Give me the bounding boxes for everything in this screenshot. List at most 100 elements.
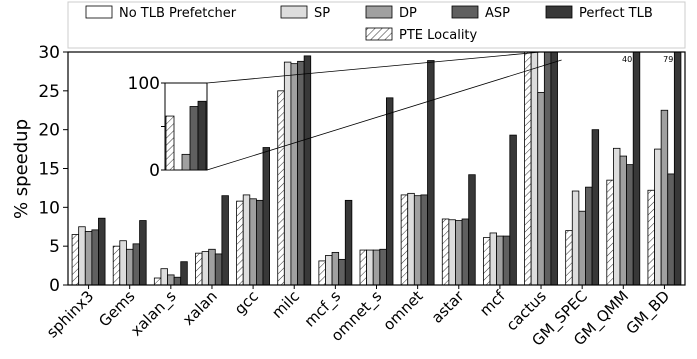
y-tick-label-15: 15 <box>38 160 60 180</box>
y-tick-label-10: 10 <box>38 198 60 218</box>
bar-xalan-s-dp <box>167 274 175 286</box>
bar-xalan-pte-locality <box>195 252 203 286</box>
bar-xalan-s-asp <box>173 276 182 286</box>
bar-sphinx3-perfect-tlb <box>98 217 106 286</box>
legend-swatch-no-tlb-prefetcher <box>85 5 113 19</box>
y-tick-label-20: 20 <box>38 121 60 141</box>
bar-gm-spec-asp <box>585 186 593 286</box>
legend-swatch-pte-locality <box>365 27 393 41</box>
bar-gems-sp <box>119 240 127 286</box>
legend-label-asp: ASP <box>485 6 510 21</box>
legend-label-pte-locality: PTE Locality <box>399 28 478 43</box>
legend-swatch-dp <box>365 5 393 19</box>
bar-cactus-sp <box>530 51 539 286</box>
x-tick-label-astar: astar <box>428 287 468 327</box>
bar-gems-dp <box>126 248 134 286</box>
bar-gm-spec-perfect-tlb <box>591 129 600 286</box>
bar-gm-qmm-pte-locality <box>606 179 614 286</box>
bar-gm-qmm-asp <box>626 164 634 286</box>
inset-y-tick-label-100: 100 <box>128 74 160 94</box>
bar-mcf-s-perfect-tlb <box>344 199 353 286</box>
bar-gems-pte-locality <box>112 245 121 286</box>
bars-layer <box>71 51 682 286</box>
bar-xalan-s-pte-locality <box>153 277 162 286</box>
bar-milc-dp <box>290 63 298 286</box>
bar-omnet-s-dp <box>372 249 381 286</box>
legend-label-dp: DP <box>399 6 417 21</box>
inset-bar-dp <box>181 153 191 171</box>
bar-gm-qmm-perfect-tlb <box>632 51 641 286</box>
bar-mcf-s-asp <box>338 258 346 286</box>
bar-gm-qmm-dp <box>619 155 627 286</box>
legend-swatch-sp <box>280 5 308 19</box>
bar-milc-sp <box>283 61 292 286</box>
bar-mcf-perfect-tlb <box>509 134 517 286</box>
bar-gm-bd-asp <box>667 173 675 286</box>
bar-cactus-dp <box>537 91 545 286</box>
bar-sphinx3-dp <box>84 231 93 286</box>
bar-omnet-dp <box>413 195 422 286</box>
bar-milc-pte-locality <box>277 90 285 286</box>
bar-omnet-s-asp <box>379 248 387 286</box>
legend-swatch-perfect-tlb <box>545 5 573 19</box>
bar-omnet-s-pte-locality <box>359 249 367 286</box>
bar-astar-pte-locality <box>441 218 450 286</box>
bar-mcf-s-dp <box>331 251 340 286</box>
y-axis-title: % speedup <box>11 119 32 219</box>
bar-omnet-sp <box>407 192 415 286</box>
bar-gm-bd-sp <box>654 148 662 286</box>
bar-xalan-sp <box>201 251 210 286</box>
bar-mcf-s-sp <box>325 255 333 286</box>
y-tick-label-5: 5 <box>49 237 60 257</box>
inset-bar-perfect-tlb <box>197 100 207 171</box>
y-tick-label-30: 30 <box>38 43 60 63</box>
x-tick-label-omnet: omnet <box>380 287 427 334</box>
bar-gems-asp <box>132 243 140 286</box>
bar-omnet-s-sp <box>366 249 374 286</box>
x-tick-label-gcc: gcc <box>231 287 262 318</box>
x-tick-label-mcf: mcf <box>476 287 509 320</box>
bar-gm-bd-pte-locality <box>647 189 655 286</box>
bar-mcf-sp <box>489 232 497 286</box>
bar-gems-perfect-tlb <box>139 220 147 286</box>
legend-swatch-asp <box>451 5 479 19</box>
inset-connector-top <box>206 51 542 84</box>
legend-label-perfect-tlb: Perfect TLB <box>579 6 653 21</box>
annotation-gm-bd: 79 <box>663 55 673 64</box>
bar-omnet-pte-locality <box>400 194 409 286</box>
bar-astar-sp <box>448 219 456 286</box>
bar-mcf-dp <box>496 235 504 286</box>
bar-omnet-asp <box>420 194 428 286</box>
bar-xalan-dp <box>208 248 216 286</box>
inset-bar-asp <box>189 106 199 171</box>
bar-gm-qmm-sp <box>613 147 621 286</box>
bar-cactus-perfect-tlb <box>550 51 558 286</box>
bar-gm-spec-pte-locality <box>565 230 573 286</box>
legend: No TLB Prefetcher SP DP ASP Perfect TLB PTE L… <box>67 1 686 49</box>
bar-xalan-perfect-tlb <box>221 195 229 286</box>
bar-astar-perfect-tlb <box>468 174 476 286</box>
bar-mcf-asp <box>502 235 511 286</box>
bar-omnet-s-perfect-tlb <box>385 97 394 286</box>
bar-gcc-pte-locality <box>236 200 244 286</box>
bar-sphinx3-pte-locality <box>71 234 80 286</box>
x-tick-label-xalan: xalan <box>179 287 221 329</box>
bar-sphinx3-sp <box>78 226 86 286</box>
bar-milc-asp <box>297 60 305 286</box>
x-tick-label-xalan-s: xalan_s <box>127 287 180 340</box>
bar-xalan-asp <box>214 253 223 286</box>
inset-bar-pte-locality <box>165 115 175 171</box>
bar-mcf-pte-locality <box>482 237 491 286</box>
y-tick-label-0: 0 <box>49 276 60 296</box>
y-tick-label-25: 25 <box>38 82 60 102</box>
bar-gm-spec-sp <box>571 190 580 286</box>
bar-milc-perfect-tlb <box>303 55 312 286</box>
bar-gcc-perfect-tlb <box>262 147 270 286</box>
bar-gcc-sp <box>242 194 251 286</box>
bar-astar-asp <box>461 218 470 286</box>
annotation-gm-qmm: 40 <box>622 55 632 64</box>
x-tick-label-milc: milc <box>268 287 303 322</box>
legend-label-no-tlb-prefetcher: No TLB Prefetcher <box>119 6 237 21</box>
bar-gm-bd-perfect-tlb <box>673 51 682 286</box>
